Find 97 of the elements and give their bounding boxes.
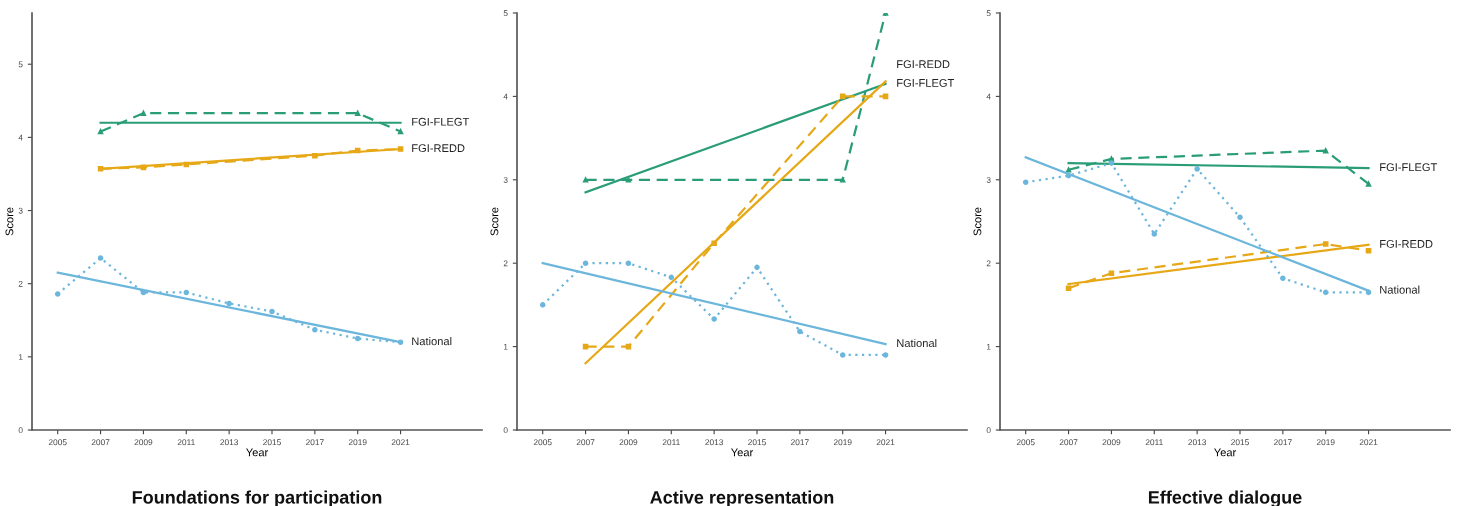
point: [1065, 285, 1072, 291]
point: [1151, 231, 1158, 237]
x-axis-title: Year: [1214, 448, 1237, 457]
x-tick-label: 2007: [1059, 439, 1078, 446]
series-label: National: [412, 337, 452, 346]
point: [54, 291, 61, 297]
series-label: National: [897, 338, 937, 348]
y-axis-title: Score: [973, 207, 982, 236]
point: [1108, 156, 1115, 162]
y-tick-label: 4: [18, 134, 23, 141]
point: [1322, 241, 1329, 247]
x-tick-label: 2017: [306, 439, 324, 446]
point: [625, 260, 632, 266]
series-label: National: [1380, 285, 1420, 294]
x-tick-label: 2019: [833, 439, 852, 446]
y-axis-title: Score: [490, 207, 499, 236]
point: [1065, 167, 1072, 173]
y-tick-label: 1: [503, 343, 508, 350]
point: [839, 177, 846, 183]
y-tick-label: 0: [18, 427, 23, 434]
x-tick-label: 2019: [1316, 439, 1335, 446]
point: [1194, 166, 1200, 172]
point: [1108, 270, 1115, 276]
x-tick-label: 2005: [48, 439, 67, 446]
series-label: FGI-FLEGT: [412, 117, 470, 126]
y-tick-label: 5: [503, 10, 508, 17]
series-label: FGI-FLEGT: [897, 79, 955, 87]
y-tick-label: 3: [18, 207, 23, 214]
series-label: FGI-REDD: [412, 144, 465, 153]
point: [797, 328, 803, 335]
y-tick-label: 4: [986, 93, 991, 100]
x-tick-label: 2013: [1188, 439, 1207, 446]
point: [183, 289, 190, 296]
x-tick-label: 2021: [391, 439, 410, 446]
x-tick-label: 2007: [576, 439, 595, 446]
point: [1237, 214, 1243, 221]
point: [354, 110, 361, 117]
y-tick-label: 5: [18, 61, 23, 68]
x-tick-label: 2011: [177, 439, 195, 446]
y-tick-label: 3: [503, 177, 508, 183]
x-tick-label: 2017: [1274, 439, 1292, 446]
x-tick-label: 2015: [748, 439, 766, 446]
point: [539, 302, 546, 308]
x-tick-label: 2007: [91, 439, 110, 446]
point: [711, 316, 717, 322]
x-tick-label: 2021: [1359, 439, 1378, 446]
x-tick-label: 2005: [1016, 439, 1035, 446]
x-tick-label: 2009: [1102, 439, 1121, 446]
y-tick-label: 1: [18, 354, 23, 360]
y-tick-label: 5: [986, 10, 991, 17]
point: [1108, 160, 1115, 166]
point: [754, 264, 760, 271]
x-tick-label: 2021: [876, 439, 895, 446]
point: [1365, 181, 1372, 187]
point: [269, 308, 275, 315]
y-tick-label: 2: [503, 260, 508, 267]
x-tick-label: 2009: [619, 439, 638, 446]
x-tick-label: 2011: [662, 439, 680, 446]
series-label: FGI-FLEGT: [1380, 163, 1438, 172]
point: [397, 128, 404, 135]
x-axis-title: Year: [246, 448, 269, 457]
point: [312, 326, 318, 333]
y-tick-label: 4: [503, 93, 508, 100]
series-label: FGI-REDD: [897, 60, 950, 69]
point: [354, 335, 361, 342]
point: [1280, 275, 1286, 281]
x-tick-label: 2015: [1231, 439, 1249, 446]
x-axis-title: Year: [731, 448, 754, 457]
series-label: FGI-REDD: [1380, 239, 1433, 248]
x-tick-label: 2015: [263, 439, 281, 446]
y-tick-label: 3: [986, 177, 991, 183]
point: [882, 352, 889, 358]
point: [668, 274, 675, 281]
x-tick-label: 2017: [791, 439, 809, 446]
point: [582, 260, 589, 266]
point: [97, 255, 104, 261]
point: [625, 177, 632, 183]
x-tick-label: 2009: [134, 439, 153, 446]
x-tick-label: 2013: [705, 439, 724, 446]
point: [97, 128, 104, 135]
point: [1022, 179, 1029, 186]
y-tick-label: 2: [18, 280, 23, 287]
point: [839, 352, 846, 358]
x-tick-label: 2013: [220, 439, 239, 446]
x-tick-label: 2005: [533, 439, 552, 446]
x-tick-label: 2019: [348, 439, 367, 446]
y-tick-label: 1: [986, 343, 991, 350]
x-tick-label: 2011: [1145, 439, 1163, 446]
y-axis-title: Score: [5, 207, 14, 236]
y-tick-label: 0: [986, 427, 991, 434]
point: [1322, 147, 1329, 154]
point: [140, 110, 147, 117]
y-tick-label: 0: [503, 427, 508, 434]
point: [226, 300, 232, 307]
y-tick-label: 2: [986, 260, 991, 267]
point: [582, 177, 589, 183]
point: [1322, 289, 1329, 296]
